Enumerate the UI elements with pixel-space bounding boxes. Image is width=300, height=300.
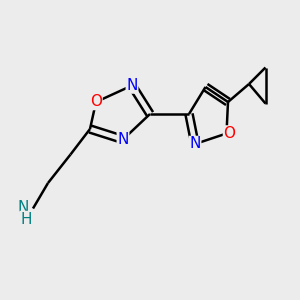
Text: O: O [90,94,102,110]
Text: O: O [224,126,236,141]
Text: H: H [20,212,32,226]
Text: N: N [189,136,201,152]
Text: N: N [17,200,28,214]
Text: N: N [126,78,138,93]
Text: N: N [117,132,129,147]
